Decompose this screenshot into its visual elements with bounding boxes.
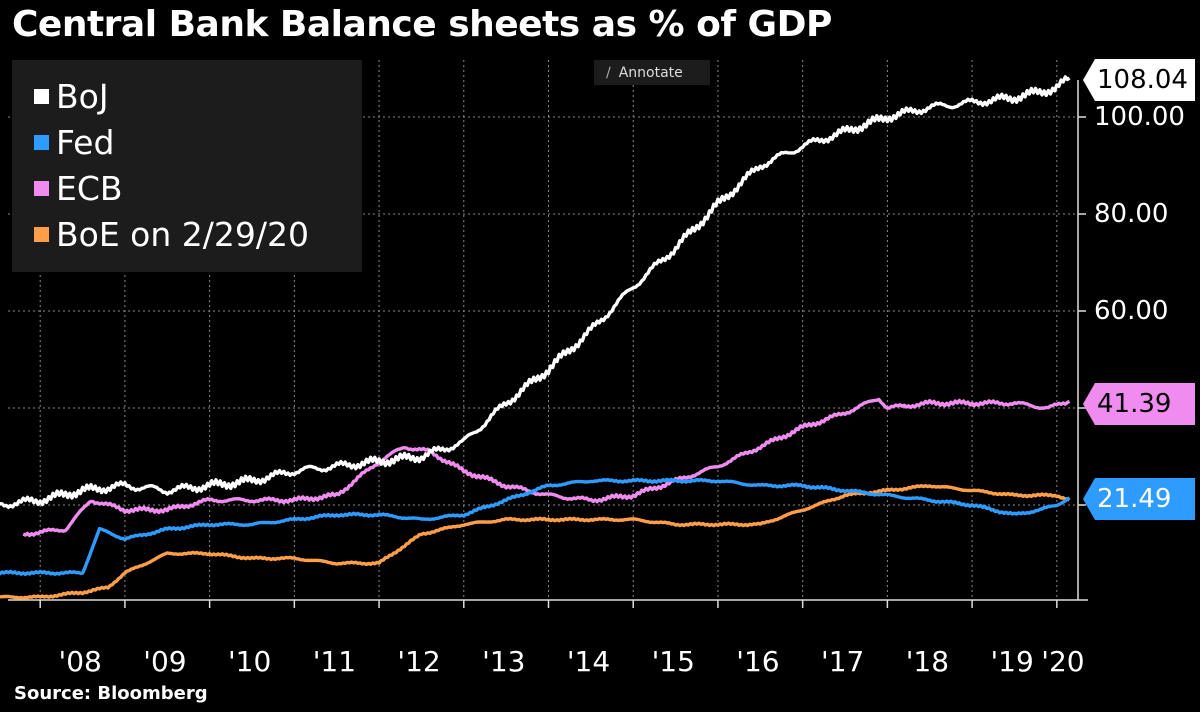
legend-label-boe: BoE on 2/29/20 [56,214,309,254]
x-tick-label: '08 [58,645,102,678]
last-value-tag-fed: 21.49 [1083,478,1195,520]
chart-title: Central Bank Balance sheets as % of GDP [12,4,832,45]
series-line-boe [0,484,1071,600]
source-note: Source: Bloomberg [14,683,208,704]
y-tick-label-60: 60.00 [1094,296,1169,326]
legend-label-ecb: ECB [56,168,123,208]
last-value-tag-ecb: 41.39 [1083,383,1195,425]
x-tick-label: '09 [143,645,187,678]
legend-swatch-boj [34,88,49,104]
x-tick-label: '12 [397,645,441,678]
legend-item-boj: BoJ [34,76,109,116]
x-tick-label: '20 [1041,645,1085,678]
y-tick-label-80: 80.00 [1094,199,1169,229]
legend-swatch-boe [34,226,49,242]
series-line-fed [0,477,1071,577]
legend-item-boe: BoE on 2/29/20 [34,214,309,254]
y-tick-label-100: 100.00 [1094,102,1185,132]
last-value-tag-boj: 108.04 [1083,59,1195,101]
series-line-boj [0,75,1071,509]
x-tick-label: '15 [651,645,695,678]
x-tick-label: '14 [566,645,611,678]
series-line-ecb [22,397,1071,538]
legend-item-fed: Fed [34,122,114,162]
legend-label-fed: Fed [56,122,115,162]
x-tick-label: '18 [905,645,950,678]
legend: BoJ Fed ECB BoE on 2/29/20 [12,60,362,272]
legend-swatch-ecb [34,180,49,196]
x-tick-label: '13 [482,645,526,678]
pencil-icon: ∕ [606,64,611,81]
legend-label-boj: BoJ [56,76,109,116]
x-tick-label: '17 [821,645,865,678]
legend-swatch-fed [34,134,49,150]
x-tick-label: '16 [736,645,780,678]
annotate-button[interactable]: ∕ Annotate [594,60,710,85]
x-tick-label: '19 [990,645,1034,678]
x-tick-label: '10 [227,645,272,678]
annotate-label: Annotate [618,64,683,81]
legend-item-ecb: ECB [34,168,123,208]
x-tick-label: '11 [312,645,357,678]
